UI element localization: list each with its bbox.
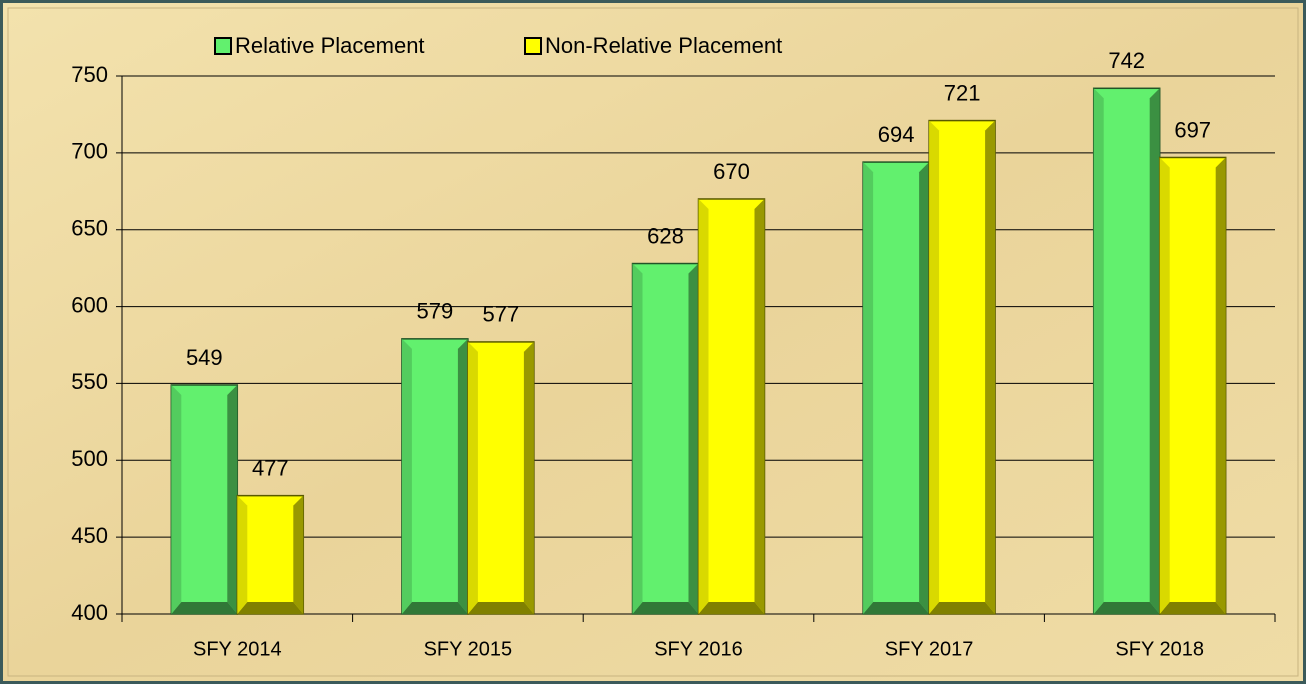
bar-bevel-right	[457, 338, 468, 614]
legend-label: Relative Placement	[235, 33, 425, 58]
bar	[928, 119, 996, 615]
bar-bevel-right	[523, 341, 534, 614]
bar-bevel-right	[1149, 88, 1160, 615]
data-label: 742	[1108, 48, 1145, 73]
bar-bevel-right	[985, 120, 996, 614]
y-tick-label: 500	[71, 446, 108, 471]
bar-bevel-left	[632, 263, 643, 614]
x-tick-label: SFY 2018	[1115, 638, 1204, 660]
bar-bevel-left	[1159, 157, 1170, 614]
inner-frame	[7, 7, 1299, 677]
data-label: 477	[252, 455, 289, 480]
bar-bevel-right	[754, 198, 765, 614]
bar-bevel-bottom	[698, 602, 765, 614]
bar	[862, 161, 930, 615]
y-tick-label: 750	[71, 62, 108, 87]
bar-bevel-right	[293, 495, 304, 614]
data-label: 628	[647, 223, 684, 248]
legend-label: Non-Relative Placement	[545, 33, 782, 58]
bar-bevel-bottom	[171, 602, 238, 614]
y-tick-label: 700	[71, 139, 108, 164]
bar-bevel-bottom	[929, 602, 996, 614]
bar-bevel-right	[688, 263, 699, 614]
bar-bevel-left	[237, 495, 248, 614]
bar	[1158, 156, 1227, 615]
x-tick-label: SFY 2017	[885, 638, 974, 660]
y-tick-label: 550	[71, 369, 108, 394]
bar-bevel-right	[227, 384, 238, 614]
data-label: 670	[713, 159, 750, 184]
legend-swatch	[214, 37, 232, 55]
bar-bevel-right	[919, 162, 930, 614]
bar	[1092, 87, 1161, 615]
bar-bevel-left	[698, 198, 709, 614]
bar-bevel-bottom	[632, 602, 699, 614]
bar-bevel-left	[1093, 88, 1104, 615]
bar-bevel-bottom	[1093, 602, 1160, 614]
bar-bevel-bottom	[467, 602, 534, 614]
x-tick-label: SFY 2014	[193, 638, 282, 660]
bar-bevel-bottom	[401, 602, 468, 614]
bar	[170, 384, 239, 615]
x-tick-label: SFY 2015	[424, 638, 513, 660]
y-tick-label: 400	[71, 600, 108, 625]
bar	[236, 494, 305, 615]
bar-bevel-left	[929, 120, 940, 614]
y-tick-label: 450	[71, 523, 108, 548]
bar-bevel-left	[171, 384, 182, 614]
data-label: 549	[186, 345, 223, 370]
legend-swatch	[524, 37, 542, 55]
bar	[631, 262, 700, 615]
data-label: 697	[1174, 117, 1211, 142]
data-label: 579	[417, 299, 454, 324]
bar-bevel-bottom	[237, 602, 304, 614]
bar-bevel-bottom	[1159, 602, 1226, 614]
data-label: 694	[878, 122, 915, 147]
data-label: 577	[483, 302, 520, 327]
bar-bevel-left	[467, 341, 478, 614]
x-tick-label: SFY 2016	[654, 638, 743, 660]
y-tick-label: 650	[71, 216, 108, 241]
data-label: 721	[944, 80, 981, 105]
bar-bevel-left	[401, 338, 412, 614]
y-tick-label: 600	[71, 292, 108, 317]
bar-bevel-right	[1215, 157, 1226, 614]
bar-bevel-left	[863, 162, 874, 614]
bar-bevel-bottom	[863, 602, 930, 614]
